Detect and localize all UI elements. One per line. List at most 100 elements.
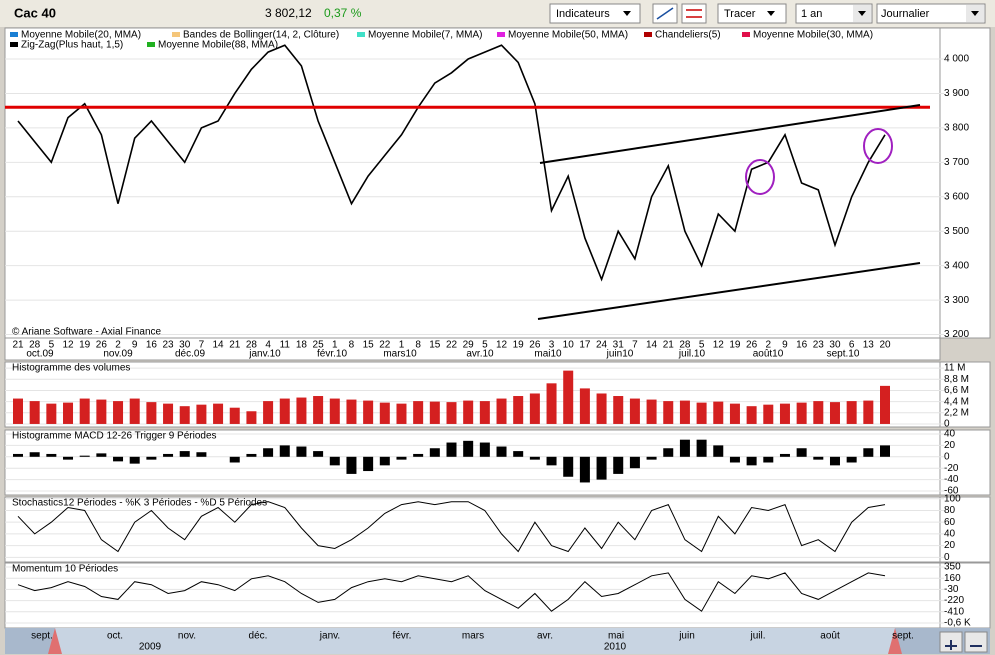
bar [179,451,190,457]
bar [813,401,824,424]
y-tick-label: 350 [944,562,961,573]
bar [579,456,590,483]
bar [113,456,124,462]
nav-month: déc. [249,631,268,642]
bar [563,456,574,477]
dropdown-arrow [767,11,775,16]
bar [563,370,574,424]
nav-month: avr. [537,631,553,642]
panel-title: Stochastics12 Périodes - %K 3 Périodes -… [12,498,267,509]
bar [63,456,74,460]
y-tick-label: 3 400 [944,260,969,271]
day-label: 2 [115,340,121,351]
nav-month: nov. [178,631,196,642]
bar [63,402,74,424]
y-tick-label: -0,6 K [944,618,971,629]
nav-year: 2010 [604,642,627,653]
bar [829,402,840,424]
zoom-out-button[interactable] [964,631,988,653]
legend-label: Moyenne Mobile(30, MMA) [753,30,873,41]
y-tick-label: 160 [944,573,961,584]
bar [746,456,757,466]
axis-area [939,27,991,339]
nav-month: janv. [319,631,340,642]
day-label: 12 [713,340,725,351]
y-tick-label: 100 [944,493,961,504]
day-label: 26 [529,340,541,351]
bar [629,456,640,469]
bar [629,398,640,424]
bar [713,445,724,457]
y-tick-label: 0 [944,552,950,563]
bar [746,406,757,424]
day-label: 9 [782,340,788,351]
price-change: 0,37 % [324,6,362,20]
bar [829,456,840,466]
dropdown-arrow [971,11,979,16]
last-price: 3 802,12 [265,6,312,20]
day-label: 24 [596,340,608,351]
day-label: 23 [162,340,174,351]
day-label: 8 [415,340,421,351]
hline-tool[interactable] [681,3,707,24]
day-label: 21 [663,340,675,351]
day-label: 9 [132,340,138,351]
bar [813,456,824,460]
bar [779,403,790,424]
panel [4,562,941,629]
bar [29,452,40,457]
bar [796,402,807,424]
bar [313,396,324,424]
month-label: juin10 [606,349,634,360]
bar [863,400,874,424]
date-axis [4,337,941,361]
y-tick-label: -410 [944,606,964,617]
legend-swatch [10,42,18,47]
bar [880,385,890,424]
bar [246,411,257,424]
bar [579,388,590,424]
legend-swatch [644,32,652,37]
day-label: 1 [399,340,405,351]
nav-month: sept. [892,631,914,642]
legend-label: Chandeliers(5) [655,30,721,41]
bar [663,401,674,424]
bar [429,401,440,424]
indicators-label: Indicateurs [556,8,610,20]
bar [263,448,274,457]
bar [246,453,257,457]
bar [779,453,790,457]
bar [880,445,890,457]
bar [129,398,140,424]
bar [296,446,307,457]
bar [413,453,424,457]
nav-month: sept. [31,631,53,642]
y-tick-label: 40 [944,529,956,540]
highlight-circle [863,128,893,164]
y-tick-label: -220 [944,595,964,606]
day-label: 17 [579,340,591,351]
bar [396,403,407,424]
day-label: 10 [563,340,575,351]
highlight-circle [745,159,775,195]
bar [729,403,740,424]
day-label: 20 [879,340,891,351]
nav-month: oct. [107,631,123,642]
legend-label: Moyenne Mobile(7, MMA) [368,30,482,41]
bar [313,451,324,457]
day-label: 30 [829,340,841,351]
draw-dropdown[interactable] [717,3,787,24]
y-tick-label: 6,6 M [944,385,969,396]
bar [96,399,107,424]
legend-label: Moyenne Mobile(50, MMA) [508,30,628,41]
interval-dropdown[interactable] [876,3,986,24]
bar [596,393,607,424]
navigator-window[interactable] [55,628,895,654]
bar [329,456,340,466]
bar [96,453,107,457]
nav-month: févr. [393,631,412,642]
day-label: 18 [296,340,308,351]
bar [279,445,290,457]
indicators-dropdown[interactable] [549,3,641,24]
